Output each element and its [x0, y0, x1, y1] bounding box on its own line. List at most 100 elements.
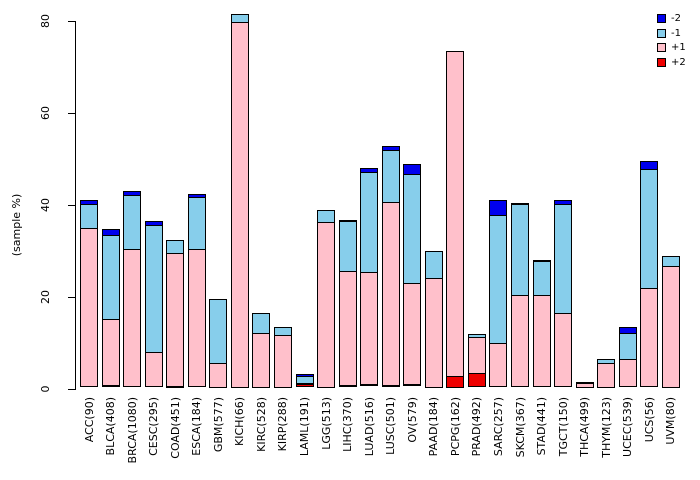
bar-segment--1	[209, 299, 228, 364]
x-axis-label: BRCA(1080)	[125, 397, 139, 464]
x-axis-label: SARC(257)	[491, 397, 505, 457]
bar-segment-+1	[338, 270, 357, 386]
legend-label: -1	[671, 27, 681, 39]
legend-swatch-plus1	[657, 43, 666, 52]
bar-segment-+2	[381, 384, 400, 387]
x-axis-label: KIRP(288)	[276, 397, 290, 452]
bar-kirc528	[252, 313, 271, 389]
bar-segment-+1	[144, 352, 163, 387]
x-axis-label: SKCM(367)	[513, 397, 527, 458]
bar-thym123	[597, 359, 616, 389]
bar-sarc257	[489, 200, 508, 389]
bar-segment--1	[424, 251, 443, 279]
x-axis-label: ACC(90)	[82, 397, 96, 443]
legend-label: -2	[671, 13, 681, 24]
bar-lusc501	[381, 146, 400, 389]
bar-segment-+1	[597, 362, 616, 388]
bar-thca499	[575, 382, 594, 389]
x-axis-label: GBM(577)	[211, 397, 225, 453]
bar-gbm577	[209, 299, 228, 389]
y-axis-title: (sample %)	[10, 193, 23, 257]
bar-segment-+1	[209, 362, 228, 388]
x-axis-label: UCS(56)	[642, 397, 656, 443]
x-axis-label: PAAD(184)	[427, 397, 441, 457]
bar-segment-+2	[446, 376, 465, 388]
bar-segment--1	[166, 240, 185, 255]
bar-cesc295	[144, 221, 163, 389]
bar-lihc370	[338, 219, 357, 389]
bar-segment--1	[101, 234, 120, 320]
bar-segment-+2	[360, 383, 379, 386]
bar-brca1080	[123, 191, 142, 389]
y-tick-mark	[68, 21, 75, 22]
x-axis-label: ESCA(184)	[190, 397, 204, 456]
x-axis-label: KIRC(528)	[254, 397, 268, 452]
bar-segment-+1	[424, 277, 443, 388]
legend-swatch-minus1	[657, 28, 666, 38]
y-tick-mark	[68, 113, 75, 114]
bar-segment-+1	[273, 335, 292, 388]
bar-segment-+1	[80, 228, 98, 387]
x-axis-label: LUSC(501)	[384, 397, 398, 455]
bar-esca184	[187, 193, 206, 390]
bar-segment--1	[144, 224, 163, 354]
bar-segment--1	[80, 203, 98, 230]
bar-segment-+2	[166, 385, 185, 388]
y-axis-line	[75, 21, 76, 390]
x-axis-label: THYM(123)	[599, 397, 613, 458]
bar-segment--2	[489, 200, 508, 217]
bar-lgg513	[317, 209, 336, 389]
bar-segment-+1	[467, 337, 486, 375]
bar-segment-+1	[446, 50, 465, 378]
bar-stad441	[532, 260, 551, 389]
x-axis-label: UCEC(539)	[621, 397, 635, 457]
bar-segment--1	[554, 203, 573, 315]
x-axis-label: LGG(513)	[319, 397, 333, 450]
bar-segment-+2	[467, 373, 486, 387]
x-axis-label: CESC(295)	[147, 397, 161, 456]
x-axis-label: KICH(66)	[233, 397, 247, 446]
bar-segment--1	[338, 221, 357, 272]
bar-segment-+1	[618, 359, 637, 387]
bar-segment-+2	[338, 384, 357, 387]
bar-ov579	[403, 163, 422, 389]
y-tick-label: 0	[39, 385, 52, 393]
y-tick-label: 80	[39, 14, 52, 28]
bar-segment--1	[618, 332, 637, 361]
bar-segment--1	[252, 313, 271, 334]
bar-segment--1	[360, 171, 379, 273]
bar-acc90	[80, 200, 98, 389]
bar-segment--1	[403, 174, 422, 285]
bar-kirp288	[273, 326, 292, 389]
y-tick-label: 40	[39, 198, 52, 212]
bar-coad451	[166, 240, 185, 389]
bar-ucec539	[618, 326, 637, 389]
x-axis-label: LAML(191)	[298, 397, 311, 457]
bar-tgct150	[554, 200, 573, 389]
x-axis-label: STAD(441)	[535, 397, 549, 456]
y-tick-mark	[68, 297, 75, 298]
y-tick-label: 20	[39, 290, 52, 304]
bar-blca408	[101, 228, 120, 389]
bar-segment-+1	[575, 383, 594, 388]
x-axis-label: UVM(80)	[664, 397, 678, 445]
bar-paad184	[424, 251, 443, 389]
bar-segment-+1	[532, 294, 551, 387]
bar-segment-+1	[511, 294, 529, 387]
bar-segment--1	[532, 261, 551, 296]
bar-skcm367	[511, 202, 529, 389]
bar-segment-+1	[403, 283, 422, 385]
bar-segment-+1	[230, 22, 249, 388]
bar-uvm80	[661, 255, 680, 389]
bar-segment-+1	[166, 253, 185, 387]
bar-segment--1	[187, 197, 206, 250]
y-tick-mark	[68, 205, 75, 206]
bar-segment-+1	[252, 332, 271, 388]
bar-segment-+1	[101, 318, 120, 386]
bar-segment-+1	[381, 201, 400, 386]
x-axis-label: THCA(499)	[578, 397, 592, 457]
x-axis-label: LIHC(370)	[341, 397, 355, 452]
bar-prad492	[467, 333, 486, 389]
bar-segment-+1	[187, 248, 206, 387]
